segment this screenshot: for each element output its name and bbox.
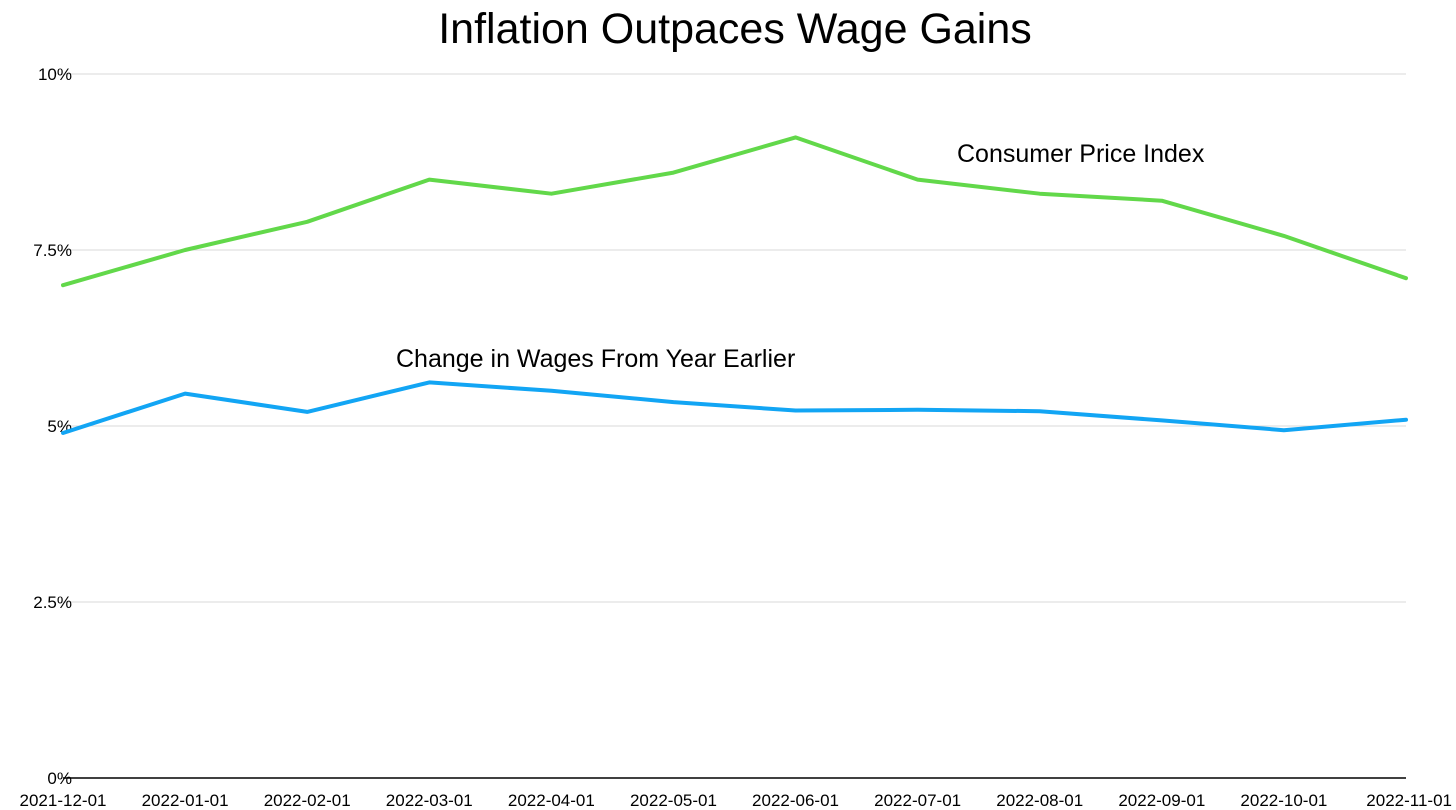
series-lines — [61, 135, 1408, 435]
x-tick-label: 2022-02-01 — [264, 791, 351, 810]
x-tick-label: 2021-12-01 — [20, 791, 107, 810]
chart-title: Inflation Outpaces Wage Gains — [438, 5, 1032, 53]
x-tick-label: 2022-07-01 — [874, 791, 961, 810]
series-line-0 — [61, 135, 1408, 288]
x-tick-label: 2022-11-01 — [1366, 791, 1452, 810]
y-tick-label: 0% — [47, 769, 72, 788]
x-tick-label: 2022-06-01 — [752, 791, 839, 810]
y-axis-ticks: 0%2.5%5%7.5%10% — [33, 65, 72, 788]
x-tick-label: 2022-04-01 — [508, 791, 595, 810]
series-line-1 — [61, 380, 1408, 435]
x-tick-label: 2022-03-01 — [386, 791, 473, 810]
x-tick-label: 2022-10-01 — [1240, 791, 1327, 810]
x-tick-label: 2022-05-01 — [630, 791, 717, 810]
x-tick-label: 2022-01-01 — [142, 791, 229, 810]
x-tick-label: 2022-08-01 — [996, 791, 1083, 810]
y-tick-label: 7.5% — [33, 241, 72, 260]
series-label-cpi: Consumer Price Index — [957, 140, 1205, 168]
gridlines — [63, 73, 1406, 603]
x-tick-label: 2022-09-01 — [1118, 791, 1205, 810]
y-tick-label: 10% — [38, 65, 72, 84]
x-axis-ticks: 2021-12-01 2022-01-01 2022-02-01 2022-03-01… — [20, 791, 1452, 810]
series-label-wages: Change in Wages From Year Earlier — [396, 345, 795, 373]
y-tick-label: 2.5% — [33, 593, 72, 612]
